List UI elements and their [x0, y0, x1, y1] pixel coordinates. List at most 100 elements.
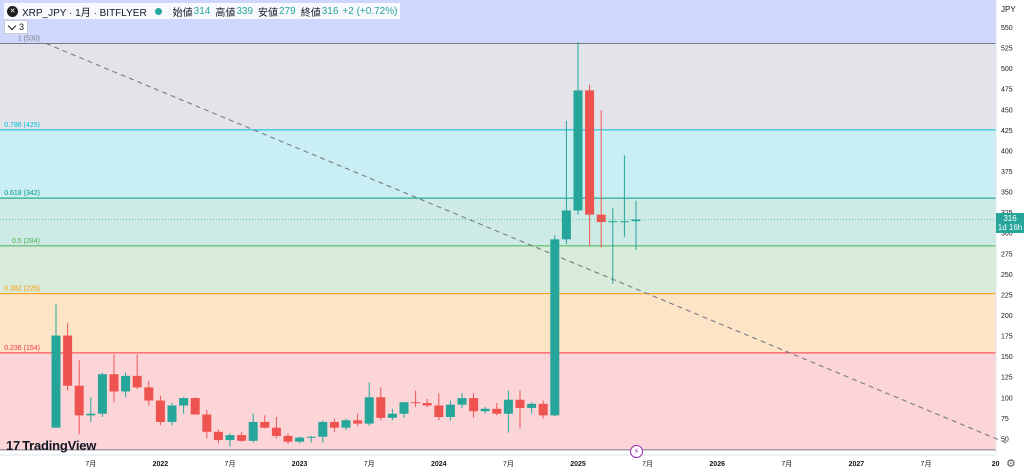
y-tick-label: 125: [1001, 375, 1013, 382]
x-tick-label: 7月: [364, 460, 375, 468]
fib-label: 0.236 (154): [4, 345, 40, 352]
y-tick-label: 50: [1001, 436, 1009, 443]
candle-body: [86, 413, 96, 416]
x-tick-label: 7月: [921, 460, 932, 468]
candle-body: [376, 397, 386, 418]
fib-label: 1 (530): [18, 36, 40, 43]
candle-body: [283, 435, 293, 442]
candle-body: [155, 400, 165, 422]
close-value: 316: [321, 5, 339, 17]
candle-body: [492, 408, 502, 414]
market-open-dot-icon: [154, 7, 162, 15]
candle-body: [573, 90, 583, 211]
fib-zone: [0, 245, 996, 294]
xrp-logo-icon: ✕: [7, 5, 18, 17]
y-tick-label: 200: [1001, 313, 1013, 320]
chevron-down-icon: [7, 21, 17, 30]
candle-body: [515, 399, 525, 408]
y-tick-label: 275: [1001, 251, 1013, 258]
y-tick-label: 525: [1001, 46, 1013, 53]
symbol-title[interactable]: XRP_JPY · 1月 · BITFLYER: [22, 7, 147, 19]
candle-body: [550, 239, 560, 416]
y-tick-label: 425: [1001, 128, 1013, 135]
candle-body: [457, 398, 467, 405]
candle-body: [295, 437, 305, 442]
y-axis-strip: [996, 0, 1024, 472]
candle-body: [422, 403, 432, 406]
candle-body: [503, 399, 513, 414]
trend-line: [45, 42, 1008, 444]
lightning-event-icon[interactable]: ⚡: [630, 445, 643, 458]
x-tick-label: 7月: [781, 460, 792, 468]
low-value: 279: [279, 5, 296, 17]
tradingview-logo[interactable]: 17 TradingView: [6, 438, 96, 453]
candle-body: [248, 421, 258, 441]
x-tick-label: 2026: [709, 461, 725, 468]
candle-body: [225, 435, 235, 441]
y-tick-label: 475: [1001, 87, 1013, 94]
x-tick-label: 7月: [503, 460, 514, 468]
candle-body: [608, 221, 618, 223]
fib-label: 0.382 (226): [4, 286, 40, 293]
y-tick-label: 375: [1001, 169, 1013, 176]
high-label: 高値: [215, 7, 236, 19]
y-tick-label: 225: [1001, 292, 1013, 299]
candle-body: [318, 421, 328, 437]
indicator-count: 3: [19, 22, 25, 32]
tradingview-mark-icon: 17: [6, 438, 21, 453]
x-tick-label: 2025: [570, 461, 586, 468]
last-price-badge: 316 1d 16h: [996, 213, 1024, 233]
fib-zone: [0, 43, 996, 130]
candle-body: [480, 408, 490, 412]
x-tick-label: 2027: [849, 461, 865, 468]
x-tick-label: 2023: [292, 461, 308, 468]
last-price-value: 316: [1003, 214, 1017, 223]
open-label: 始値: [172, 7, 193, 19]
candle-body: [202, 414, 212, 432]
bar-countdown: 1d 16h: [997, 223, 1023, 232]
candle-body: [271, 427, 281, 436]
low-label: 安値: [258, 7, 279, 19]
candle-body: [179, 398, 189, 406]
x-axis-strip: [0, 455, 1024, 472]
y-tick-label: 250: [1001, 272, 1013, 279]
y-tick-label: 400: [1001, 148, 1013, 155]
indicator-toggle-button[interactable]: 3: [4, 20, 29, 34]
candle-body: [121, 375, 131, 392]
gear-icon[interactable]: ⚙: [1006, 458, 1016, 470]
candle-body: [353, 420, 363, 424]
candle-body: [561, 210, 571, 240]
x-tick-label: 20: [992, 461, 1000, 468]
candle-body: [364, 397, 374, 424]
candle-body: [387, 413, 397, 418]
candle-body: [74, 385, 84, 416]
candle-body: [434, 405, 444, 418]
candle-body: [167, 405, 177, 422]
currency-label[interactable]: JPY: [1001, 5, 1016, 14]
x-tick-label: 7月: [85, 460, 96, 468]
open-value: 314: [193, 5, 211, 17]
high-value: 339: [236, 5, 254, 17]
y-tick-label: 500: [1001, 66, 1013, 73]
candle-body: [538, 403, 548, 416]
y-tick-label: 100: [1001, 395, 1013, 402]
candle-body: [329, 421, 339, 428]
candle-body: [63, 335, 73, 386]
candle-body: [469, 398, 479, 412]
x-tick-label: 7月: [225, 460, 236, 468]
candle-body: [341, 420, 351, 428]
candle-body: [619, 221, 629, 223]
tradingview-wordmark: TradingView: [22, 438, 97, 453]
candle-body: [527, 403, 537, 408]
fib-label: 0.786 (425): [4, 122, 40, 129]
candle-body: [109, 374, 119, 392]
fib-label: 0.5 (284): [12, 238, 40, 245]
candle-body: [144, 387, 154, 401]
fib-zone: [0, 198, 996, 246]
candle-body: [306, 436, 316, 438]
candle-body: [631, 219, 641, 222]
y-tick-label: 150: [1001, 354, 1013, 361]
candle-body: [596, 214, 606, 223]
